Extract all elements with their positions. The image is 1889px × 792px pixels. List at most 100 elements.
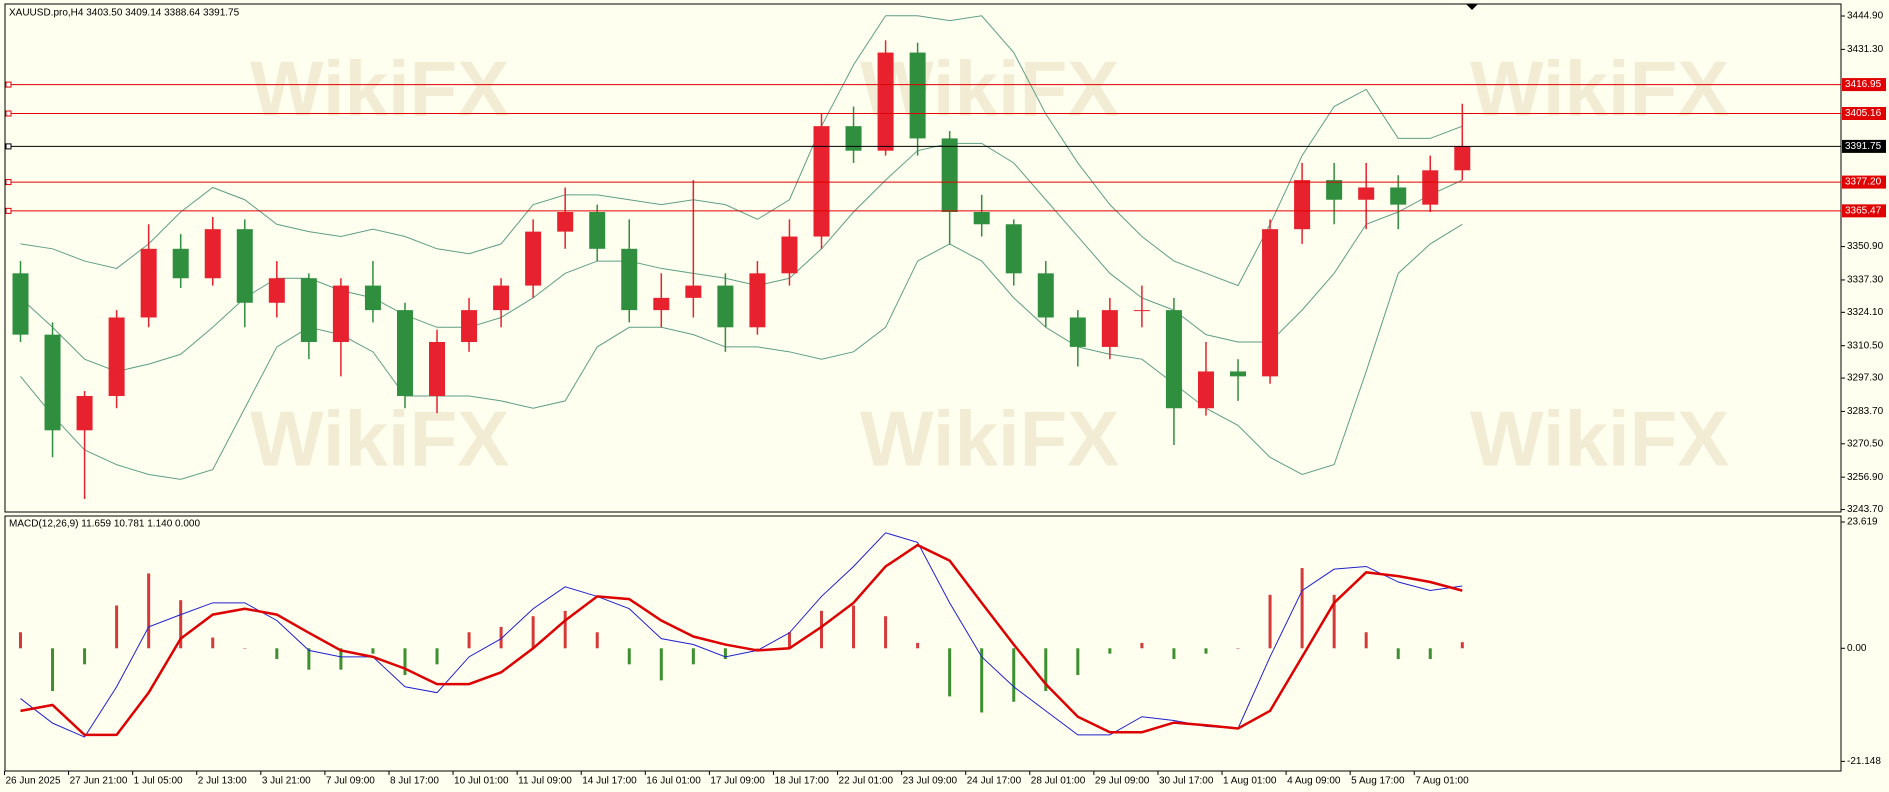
candle-body — [172, 248, 189, 279]
level-handle — [5, 81, 12, 88]
candle-body — [557, 212, 574, 232]
histogram-bar — [691, 648, 695, 665]
y-tick-label: 3256.90 — [1847, 472, 1884, 483]
histogram-bar — [980, 648, 984, 713]
candle-body — [493, 285, 510, 311]
candle-body — [12, 273, 29, 335]
histogram-bar — [1332, 594, 1336, 649]
candle-body — [1230, 371, 1247, 377]
candle-body — [685, 285, 702, 298]
histogram-bar — [948, 648, 952, 697]
y-tick-label: 3444.90 — [1847, 11, 1884, 22]
candle-body — [1422, 170, 1439, 205]
candle-body — [1165, 310, 1182, 409]
watermark: WikiFX — [250, 395, 509, 483]
watermark: WikiFX — [1470, 45, 1729, 133]
histogram-bar — [563, 610, 567, 649]
candle-body — [1390, 187, 1407, 205]
histogram-bar — [1140, 642, 1144, 649]
histogram-bar — [83, 648, 87, 665]
candle-body — [1037, 273, 1054, 318]
level-handle — [5, 110, 12, 117]
x-tick-label: 11 Jul 09:00 — [518, 776, 572, 787]
candle-body — [1069, 317, 1086, 347]
histogram-bar — [1396, 648, 1400, 659]
x-tick-label: 18 Jul 17:00 — [774, 776, 829, 787]
x-tick-label: 1 Jul 05:00 — [134, 776, 183, 787]
x-tick-label: 26 Jun 2025 — [6, 776, 61, 787]
bollinger-upper — [20, 15, 1463, 287]
histogram-bar — [884, 616, 888, 649]
level-box — [1842, 175, 1886, 189]
candle-body — [973, 212, 990, 225]
histogram-bar — [211, 637, 215, 649]
watermarks: WikiFX WikiFX WikiFX WikiFX WikiFX WikiF… — [250, 45, 1729, 483]
x-tick-label: 8 Jul 17:00 — [390, 776, 439, 787]
level-handle — [5, 143, 12, 150]
candle-body — [717, 285, 734, 328]
histogram-bar — [275, 648, 279, 659]
histogram-bar — [147, 573, 151, 649]
x-tick-label: 4 Aug 09:00 — [1287, 776, 1341, 787]
histogram-bar — [1268, 594, 1272, 649]
histogram-bar — [595, 632, 599, 649]
histogram-bar — [1012, 648, 1016, 702]
histogram-bar — [916, 642, 920, 649]
y-tick-label: 23.619 — [1847, 517, 1878, 528]
candle-body — [1326, 180, 1343, 200]
y-tick-label: 3270.50 — [1847, 438, 1884, 449]
candle-body — [877, 52, 894, 151]
candle-body — [941, 138, 958, 213]
histogram-bar — [307, 648, 311, 670]
histogram-bar — [787, 632, 791, 649]
candle-body — [1133, 310, 1150, 312]
x-tick-label: 5 Aug 17:00 — [1351, 776, 1405, 787]
x-tick-label: 1 Aug 01:00 — [1223, 776, 1277, 787]
candle-body — [140, 248, 157, 318]
candle-body — [1262, 229, 1279, 377]
level-label: 3365.47 — [1845, 205, 1882, 216]
x-tick-label: 3 Jul 21:00 — [262, 776, 311, 787]
candle-body — [204, 229, 221, 279]
level-box — [1842, 139, 1886, 153]
x-tick-label: 30 Jul 17:00 — [1159, 776, 1214, 787]
chart-title: XAUUSD.pro,H4 3403.50 3409.14 3388.64 33… — [9, 8, 240, 19]
level-box — [1842, 204, 1886, 218]
candle-body — [44, 334, 61, 431]
histogram-bar — [19, 632, 22, 649]
x-tick-label: 28 Jul 01:00 — [1031, 776, 1086, 787]
histogram-bar — [755, 648, 759, 649]
histogram-bar — [179, 600, 183, 649]
level-handle — [5, 179, 12, 186]
level-handle — [5, 207, 12, 214]
histogram-bar — [531, 616, 535, 649]
histogram-bar — [499, 626, 503, 649]
histogram-bar — [467, 632, 471, 649]
histogram-bar — [723, 648, 727, 659]
candle-body — [364, 285, 381, 311]
level-box — [1842, 78, 1886, 92]
candle-body — [1197, 371, 1214, 409]
histogram-bar — [820, 610, 823, 649]
x-tick-label: 16 Jul 01:00 — [646, 776, 701, 787]
histogram-bar — [403, 648, 407, 676]
candle-body — [1454, 146, 1471, 171]
candle-body — [621, 248, 638, 311]
candle-body — [845, 126, 862, 151]
watermark: WikiFX — [1470, 395, 1729, 483]
y-tick-label: 3243.70 — [1847, 504, 1884, 515]
histogram-bar — [243, 648, 247, 649]
candle-body — [1101, 310, 1118, 347]
y-tick-label: 3283.70 — [1847, 406, 1884, 417]
histogram-bar — [852, 605, 856, 649]
candle-body — [525, 231, 542, 286]
x-tick-label: 27 Jun 21:00 — [70, 776, 128, 787]
candle-body — [781, 236, 798, 274]
histogram-bar — [115, 605, 119, 649]
candle-body — [76, 395, 93, 431]
x-tick-label: 14 Jul 17:00 — [582, 776, 637, 787]
histogram-bar — [627, 648, 631, 665]
watermark: WikiFX — [860, 395, 1119, 483]
candle-body — [429, 342, 446, 396]
